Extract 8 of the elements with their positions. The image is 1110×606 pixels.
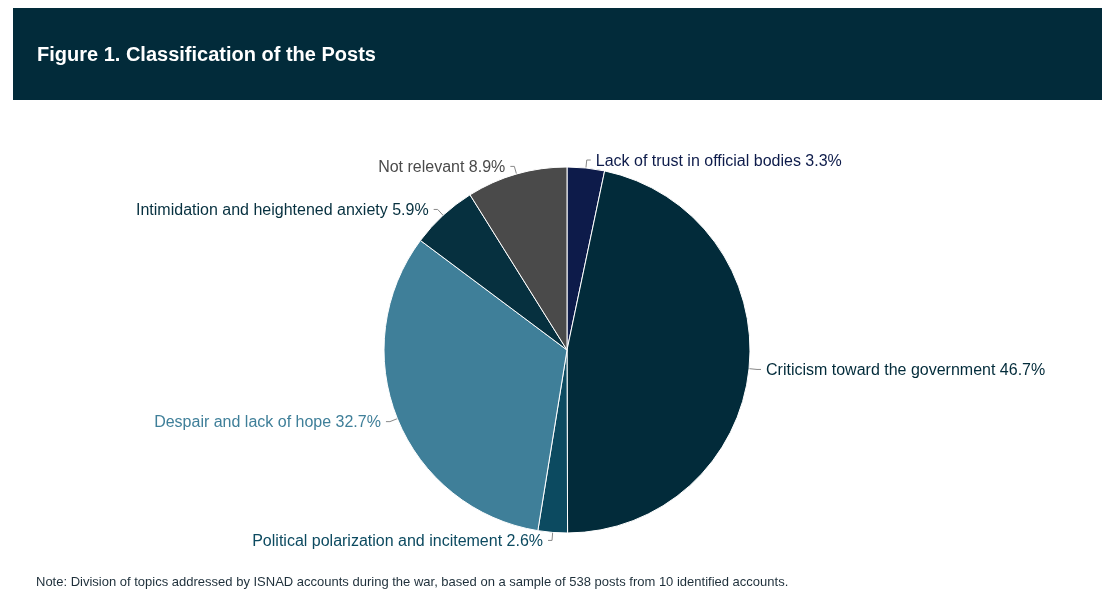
- slice-label: Political polarization and incitement 2.6%: [252, 531, 544, 549]
- slice-label: Lack of trust in official bodies 3.3%: [595, 151, 842, 169]
- chart-title: Figure 1. Classification of the Posts: [37, 42, 376, 66]
- slice-label: Intimidation and heightened anxiety 5.9%: [136, 200, 429, 218]
- slice-label: Despair and lack of hope 32.7%: [154, 413, 381, 431]
- slice-label: Criticism toward the government 46.7%: [766, 360, 1046, 378]
- slice-label: Not relevant 8.9%: [378, 157, 506, 175]
- text: Note: Division of topics addressed by ISNAD accounts during the war, based on a sample of 538 posts from 10 identified accounts.: [36, 574, 790, 589]
